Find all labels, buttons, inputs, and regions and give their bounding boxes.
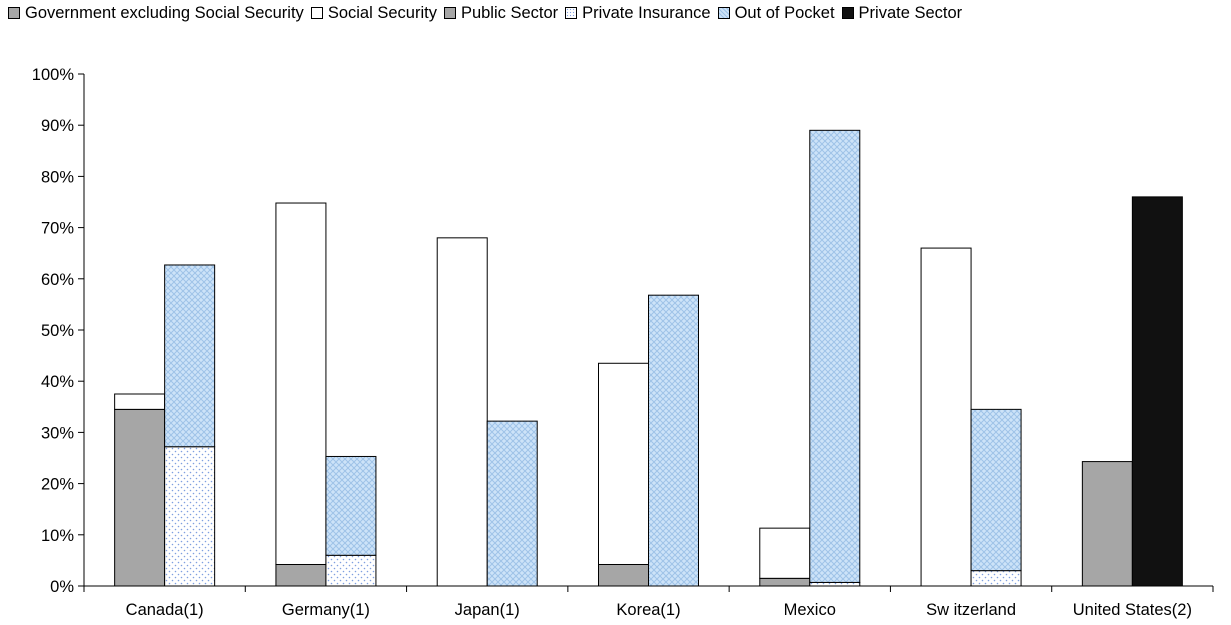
legend-label: Social Security	[327, 3, 437, 22]
bar-segment	[648, 294, 699, 587]
bar-segment	[325, 455, 377, 556]
y-tick-label: 50%	[41, 322, 74, 340]
x-tick-label: United States(2)	[1073, 601, 1192, 619]
legend-swatch	[841, 7, 854, 19]
bar-segment	[275, 563, 327, 587]
bar-segment	[1081, 461, 1133, 587]
y-tick-label: 60%	[41, 271, 74, 289]
legend-swatch	[310, 7, 323, 19]
y-tick-label: 70%	[41, 220, 74, 238]
y-tick-label: 10%	[41, 527, 74, 545]
bar-segment	[164, 264, 216, 448]
x-tick-label: Japan(1)	[455, 601, 520, 619]
legend-item: Public Sector	[443, 3, 559, 23]
legend-item: Private Sector	[841, 3, 963, 23]
bar-segment	[598, 362, 649, 565]
y-tick-label: 90%	[41, 117, 74, 135]
legend-label: Out of Pocket	[734, 3, 835, 22]
legend-label: Government excluding Social Security	[25, 3, 304, 22]
bar-segment	[114, 408, 166, 587]
x-tick-label: Mexico	[784, 601, 836, 619]
y-tick-label: 80%	[41, 168, 74, 186]
chart-tick-labels: 0% 10% 20% 30% 40% 50% 60% 70% 80% 90% 100% Canada(…	[32, 66, 1192, 619]
y-tick-label: 40%	[41, 373, 74, 391]
legend-item: Social Security	[310, 3, 437, 23]
legend-swatch	[565, 7, 578, 19]
bar-segment	[920, 247, 972, 587]
x-tick-label: Korea(1)	[616, 601, 680, 619]
bar-segment	[970, 570, 1022, 587]
bar-segment	[809, 129, 861, 583]
bar-segment	[275, 202, 327, 565]
x-tick-label: Germany(1)	[282, 601, 370, 619]
bar-segment	[1131, 196, 1183, 587]
y-tick-label: 0%	[50, 578, 74, 596]
legend-label: Private Sector	[858, 3, 963, 22]
x-tick-label: Sw itzerland	[926, 601, 1016, 619]
bar-segment	[598, 563, 649, 587]
bar-segment	[486, 420, 538, 587]
bar-segment	[759, 527, 811, 579]
y-tick-label: 100%	[32, 66, 75, 84]
bar-segment	[809, 581, 861, 587]
legend-item: Out of Pocket	[717, 3, 835, 23]
legend-swatch	[8, 7, 20, 19]
chart-legend: Government excluding Social Security Soci…	[8, 2, 969, 24]
legend-item: Government excluding Social Security	[8, 4, 304, 23]
bar-segment	[164, 446, 216, 587]
bar-segment	[970, 408, 1022, 572]
bar-segment	[436, 237, 488, 587]
bar-segment	[325, 554, 377, 587]
y-tick-label: 20%	[41, 476, 74, 494]
x-tick-label: Canada(1)	[126, 601, 204, 619]
y-tick-label: 30%	[41, 424, 74, 442]
legend-label: Public Sector	[460, 3, 559, 22]
chart-bars	[114, 129, 1183, 587]
legend-swatch	[443, 7, 456, 19]
legend-item: Private Insurance	[565, 3, 711, 23]
legend-label: Private Insurance	[582, 3, 711, 22]
legend-swatch	[717, 7, 730, 19]
bar-segment	[759, 577, 811, 587]
bar-segment	[114, 393, 166, 410]
